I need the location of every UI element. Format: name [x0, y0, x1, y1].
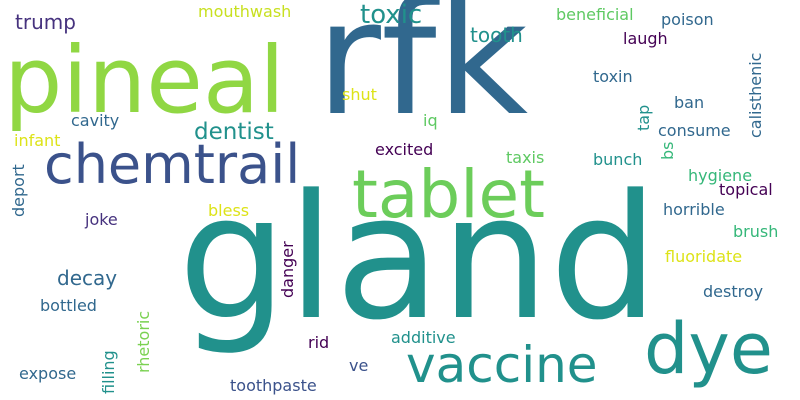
word-tooth: tooth	[470, 23, 523, 47]
word-topical: topical	[719, 180, 773, 199]
word-destroy: destroy	[703, 282, 764, 301]
word-dye: dye	[644, 308, 773, 390]
word-toothpaste: toothpaste	[230, 376, 317, 395]
word-rid: rid	[308, 333, 330, 352]
word-vaccine: vaccine	[406, 336, 598, 394]
word-infant: infant	[14, 131, 61, 150]
word-gland: gland	[178, 157, 659, 358]
word-filling: filling	[99, 350, 118, 394]
word-iq: iq	[423, 111, 438, 130]
word-bottled: bottled	[40, 296, 97, 315]
word-cavity: cavity	[71, 111, 120, 130]
word-mouthwash: mouthwash	[198, 2, 292, 21]
word-calisthenic: calisthenic	[746, 52, 765, 138]
word-hygiene: hygiene	[688, 166, 753, 185]
word-decay: decay	[57, 266, 118, 290]
word-bunch: bunch	[593, 150, 643, 169]
word-bless: bless	[208, 201, 250, 220]
word-excited: excited	[375, 140, 434, 159]
word-deport: deport	[9, 164, 28, 217]
word-ve: ve	[349, 356, 369, 375]
word-consume: consume	[658, 121, 731, 140]
word-chemtrail: chemtrail	[44, 133, 301, 196]
word-shut: shut	[342, 85, 377, 104]
word-poison: poison	[661, 10, 714, 29]
word-brush: brush	[733, 222, 779, 241]
word-additive: additive	[391, 328, 456, 347]
word-fluoridate: fluoridate	[665, 247, 743, 266]
word-toxin: toxin	[593, 67, 633, 86]
word-danger: danger	[278, 241, 297, 298]
word-joke: joke	[85, 210, 118, 229]
word-laugh: laugh	[623, 29, 668, 48]
word-rhetoric: rhetoric	[134, 310, 153, 373]
word-trump: trump	[15, 10, 76, 34]
word-dentist: dentist	[194, 119, 274, 145]
word-rfk: rfk	[316, 0, 529, 151]
word-tablet: tablet	[352, 156, 546, 233]
word-taxis: taxis	[506, 148, 545, 167]
word-ban: ban	[674, 93, 705, 112]
word-bs: bs	[658, 141, 677, 161]
word-pineal: pineal	[4, 27, 285, 134]
word-tap: tap	[634, 104, 653, 131]
word-toxic: toxic	[360, 0, 423, 30]
word-horrible: horrible	[663, 200, 725, 219]
word-expose: expose	[19, 364, 77, 383]
word-beneficial: beneficial	[556, 5, 634, 24]
